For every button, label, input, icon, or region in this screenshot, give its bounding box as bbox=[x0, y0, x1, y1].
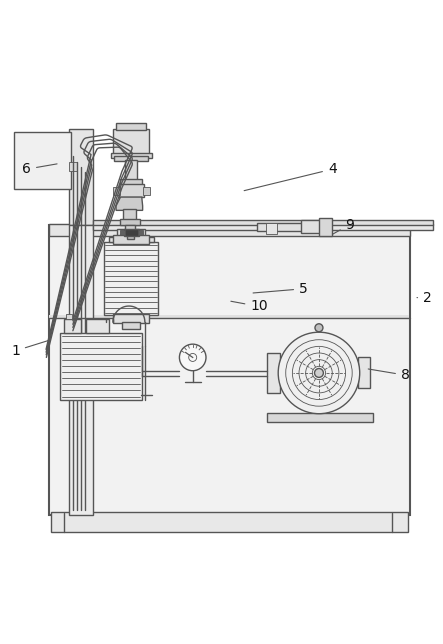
Bar bbox=[143, 187, 150, 195]
Bar bbox=[66, 314, 72, 319]
Bar bbox=[69, 129, 93, 225]
Bar bbox=[14, 131, 71, 189]
Bar bbox=[60, 333, 142, 399]
Circle shape bbox=[315, 324, 323, 332]
Bar bbox=[86, 319, 109, 333]
Bar bbox=[120, 179, 142, 185]
Text: 5: 5 bbox=[253, 282, 308, 296]
Bar bbox=[301, 220, 326, 233]
Bar bbox=[125, 160, 137, 181]
Bar bbox=[113, 129, 149, 155]
Circle shape bbox=[315, 368, 323, 377]
Bar bbox=[49, 225, 410, 515]
Bar bbox=[120, 231, 125, 234]
Bar bbox=[123, 209, 136, 221]
Bar bbox=[124, 229, 139, 236]
Bar bbox=[93, 223, 433, 231]
Text: 6: 6 bbox=[22, 162, 57, 176]
Bar bbox=[114, 156, 148, 161]
Text: 1: 1 bbox=[11, 341, 48, 358]
Bar bbox=[116, 122, 146, 129]
Bar bbox=[358, 357, 370, 388]
Bar bbox=[122, 323, 140, 328]
Bar bbox=[113, 187, 120, 195]
Bar bbox=[117, 229, 145, 236]
Bar bbox=[111, 153, 152, 158]
Text: 8: 8 bbox=[368, 368, 410, 382]
Bar bbox=[266, 223, 277, 234]
Bar bbox=[267, 353, 280, 393]
Bar bbox=[267, 413, 373, 422]
Bar bbox=[127, 232, 134, 239]
Text: 9: 9 bbox=[332, 218, 354, 234]
Bar bbox=[109, 237, 154, 242]
Bar bbox=[64, 319, 81, 333]
Text: 2: 2 bbox=[417, 290, 432, 305]
Bar bbox=[113, 235, 149, 244]
Polygon shape bbox=[116, 197, 143, 211]
Circle shape bbox=[278, 332, 360, 413]
Bar bbox=[138, 231, 143, 234]
Bar bbox=[257, 223, 308, 231]
Bar bbox=[119, 184, 144, 197]
Bar bbox=[120, 219, 140, 225]
Circle shape bbox=[179, 344, 206, 371]
Bar bbox=[104, 242, 158, 316]
Bar bbox=[51, 513, 408, 533]
Bar bbox=[49, 224, 410, 236]
Bar bbox=[113, 314, 149, 323]
Bar bbox=[69, 225, 93, 515]
Bar bbox=[69, 162, 77, 171]
Text: 10: 10 bbox=[231, 299, 268, 314]
Bar bbox=[93, 220, 433, 225]
Text: 4: 4 bbox=[244, 162, 337, 191]
Bar bbox=[49, 316, 409, 318]
Bar bbox=[319, 218, 332, 236]
Bar bbox=[125, 225, 135, 233]
